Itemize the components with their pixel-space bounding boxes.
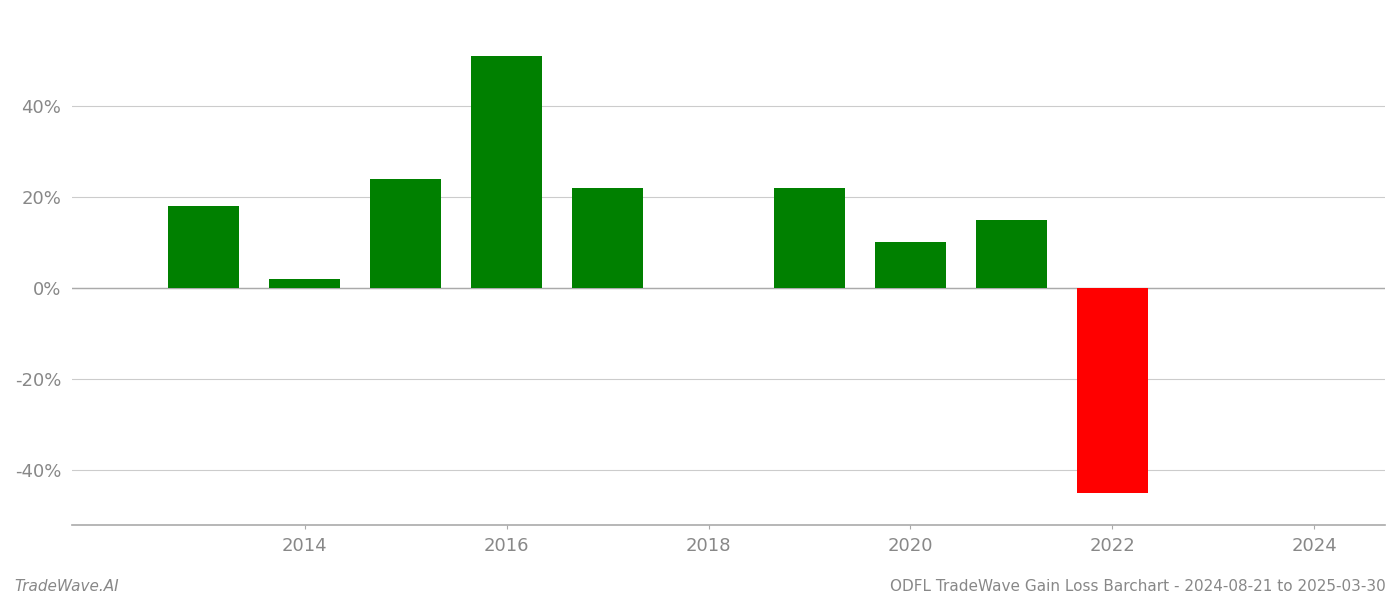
Text: ODFL TradeWave Gain Loss Barchart - 2024-08-21 to 2025-03-30: ODFL TradeWave Gain Loss Barchart - 2024… — [890, 579, 1386, 594]
Bar — [472, 56, 542, 288]
Bar — [875, 242, 946, 288]
Bar — [976, 220, 1047, 288]
Bar — [168, 206, 239, 288]
Bar — [269, 279, 340, 288]
Bar — [573, 188, 643, 288]
Text: TradeWave.AI: TradeWave.AI — [14, 579, 119, 594]
Bar — [774, 188, 844, 288]
Bar — [371, 179, 441, 288]
Bar — [1077, 288, 1148, 493]
